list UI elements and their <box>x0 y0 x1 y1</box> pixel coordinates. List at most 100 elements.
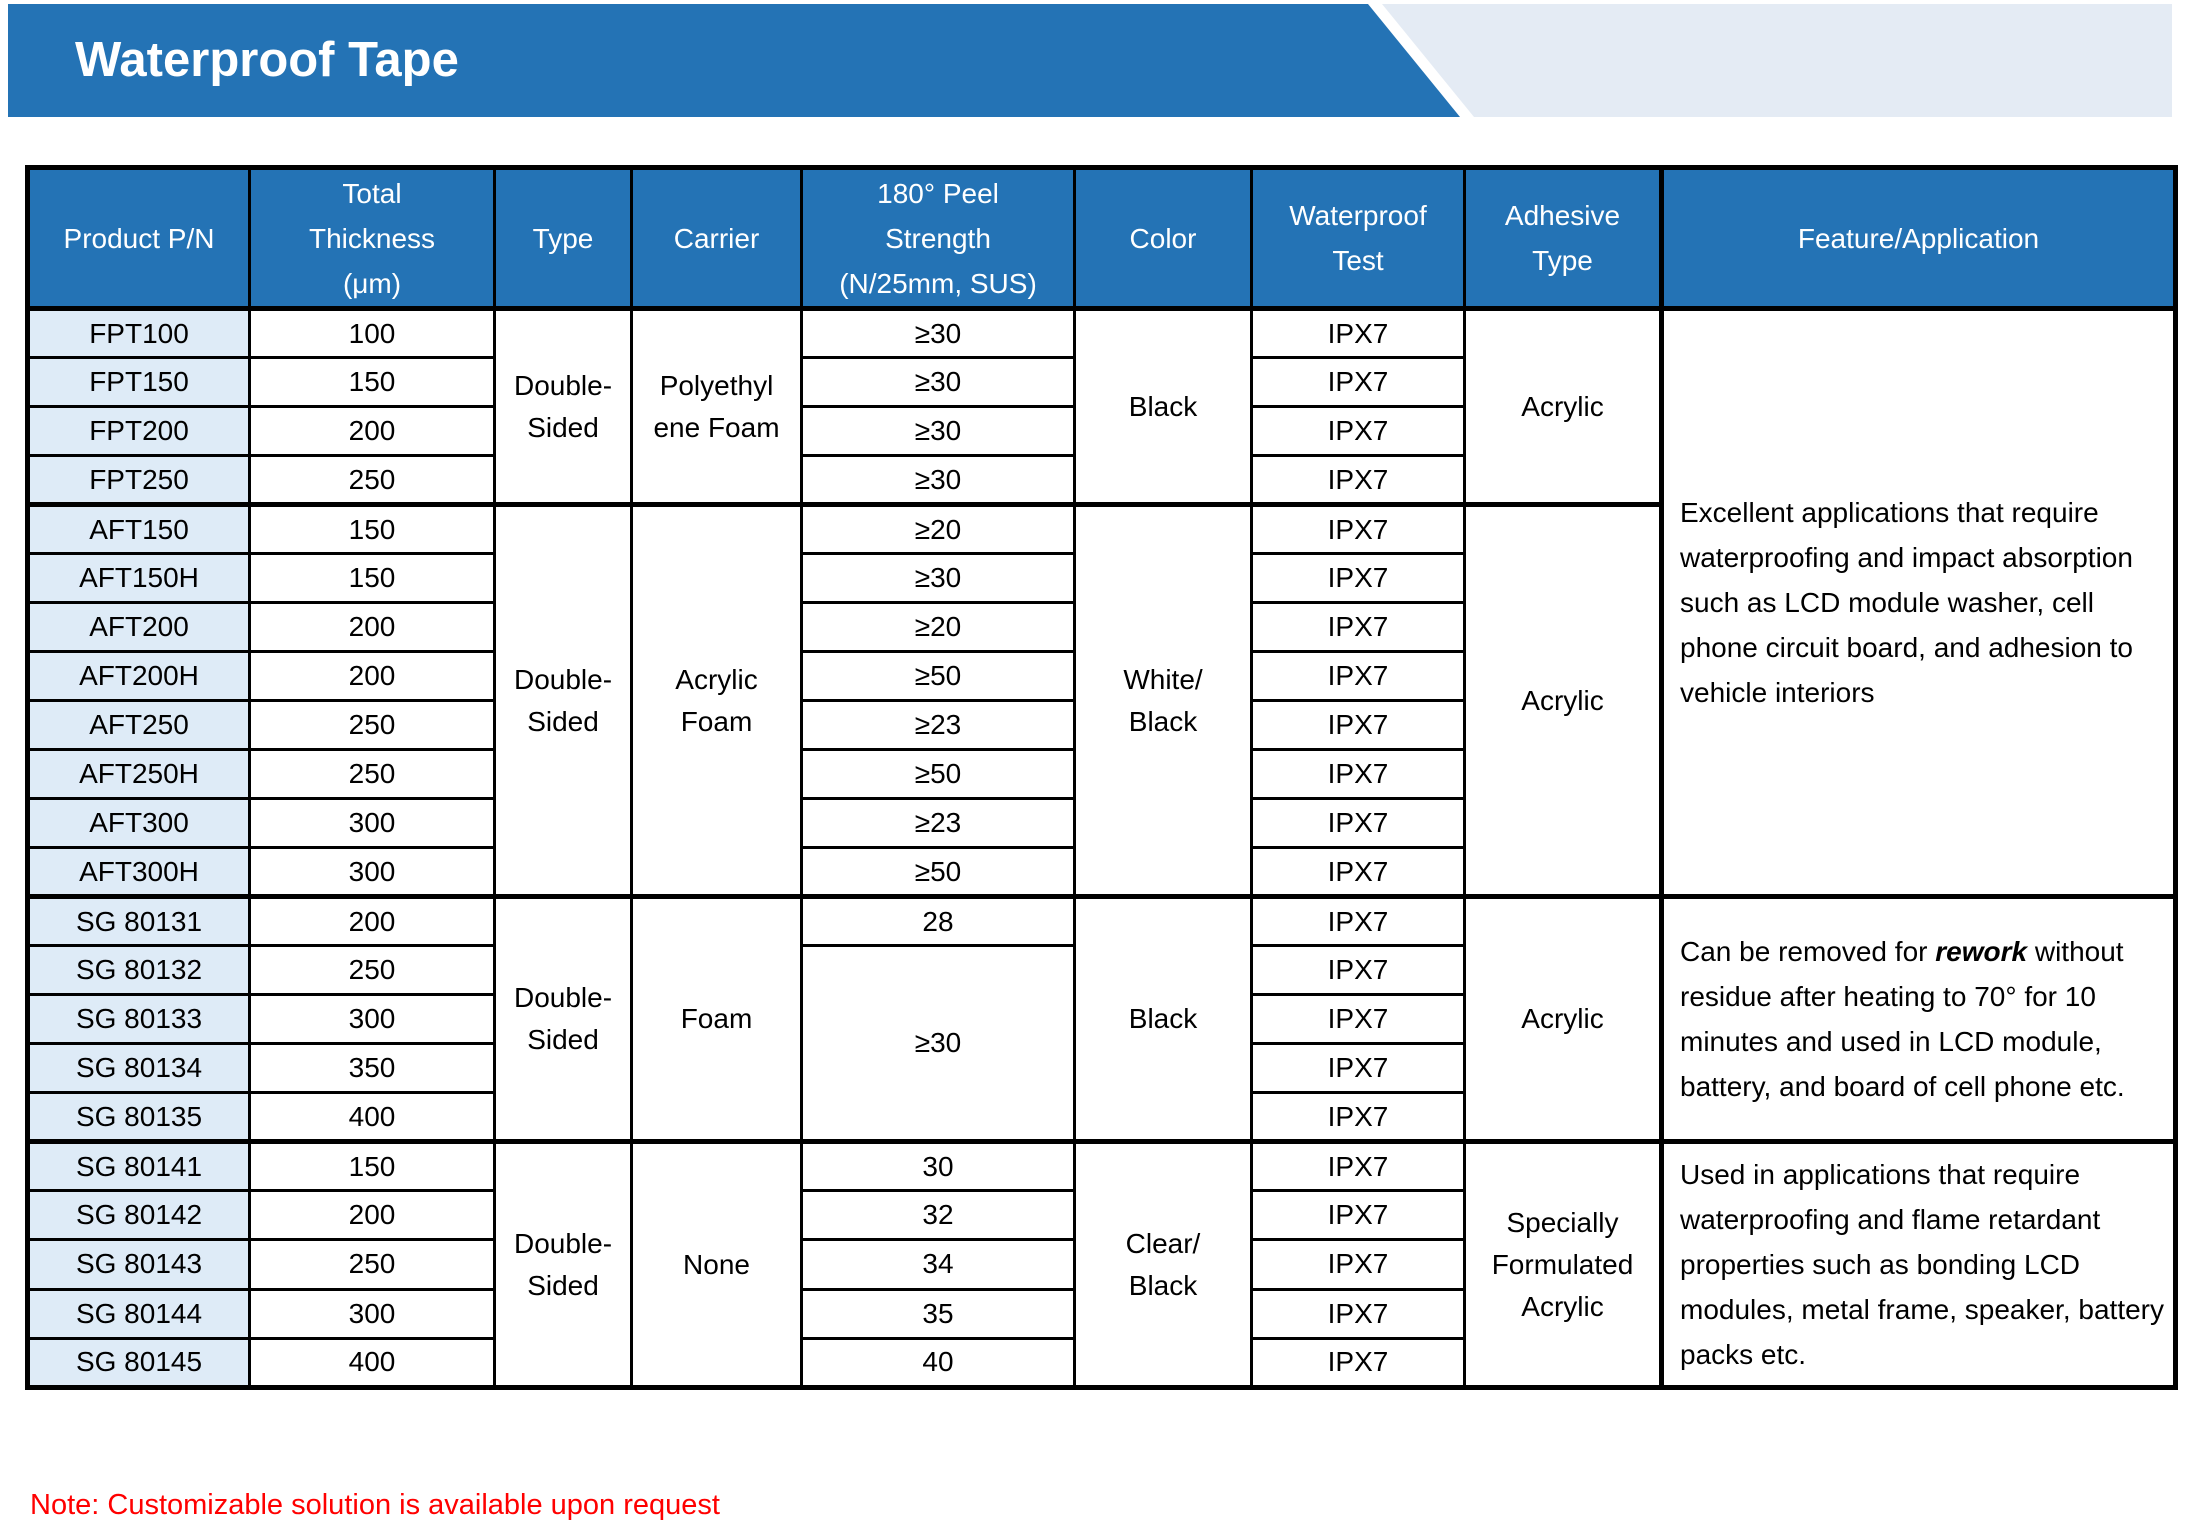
cell-thickness: 150 <box>248 1138 496 1193</box>
cell-thickness: 150 <box>248 356 496 408</box>
cell-feature: Can be removed for rework without residu… <box>1659 894 2177 1143</box>
table-row: FPT100 100 Double- Sided Polyethyl ene F… <box>26 307 2177 898</box>
cell-product-pn: AFT200H <box>26 650 251 702</box>
cell-product-pn: AFT200 <box>26 601 251 653</box>
cell-carrier: Acrylic Foam <box>630 502 803 898</box>
cell-thickness: 400 <box>248 1336 496 1390</box>
cell-thickness: 300 <box>248 797 496 849</box>
cell-color: Clear/ Black <box>1073 1139 1253 1389</box>
cell-product-pn: FPT250 <box>26 454 251 506</box>
cell-test: IPX7 <box>1250 307 1466 359</box>
table-row: AFT300H 300 ≥50 IPX7 <box>26 846 2176 898</box>
cell-type: Double- Sided <box>493 894 633 1143</box>
banner-light-shape <box>1382 4 2172 117</box>
cell-product-pn: AFT300 <box>26 797 251 849</box>
cell-test: IPX7 <box>1250 894 1466 947</box>
cell-test: IPX7 <box>1250 601 1466 653</box>
cell-peel: ≥20 <box>800 601 1076 653</box>
cell-test: IPX7 <box>1250 650 1466 702</box>
cell-product-pn: SG 80134 <box>26 1042 251 1094</box>
cell-thickness: 300 <box>248 993 496 1045</box>
cell-test: IPX7 <box>1250 846 1466 898</box>
cell-peel: 28 <box>800 894 1076 947</box>
header-adhesive-type: Adhesive Type <box>1463 166 1663 311</box>
cell-thickness: 250 <box>248 748 496 800</box>
cell-peel: 32 <box>800 1189 1076 1242</box>
cell-thickness: 250 <box>248 454 496 506</box>
table-row: AFT150 150 Double- Sided Acrylic Foam ≥2… <box>26 502 2176 898</box>
cell-peel: ≥20 <box>800 502 1076 555</box>
header-peel-strength: 180° Peel Strength (N/25mm, SUS) <box>800 166 1076 311</box>
feature-text-prefix: Can be removed for <box>1680 936 1936 967</box>
cell-test: IPX7 <box>1250 552 1466 604</box>
cell-adhesive: Acrylic <box>1463 307 1663 506</box>
cell-carrier: Polyethyl ene Foam <box>630 307 803 506</box>
table-row: SG 80142 200 32 IPX7 <box>26 1189 2176 1242</box>
table-row: AFT250H 250 ≥50 IPX7 <box>26 748 2176 800</box>
feature-text-suffix: without residue after heating to 70° for… <box>1680 936 2125 1102</box>
cell-test: IPX7 <box>1250 1287 1466 1340</box>
cell-thickness: 250 <box>248 944 496 996</box>
cell-peel: ≥30 <box>800 405 1076 457</box>
table-row: AFT150H 150 ≥30 IPX7 <box>26 552 2176 604</box>
cell-peel: ≥50 <box>800 748 1076 800</box>
table-row: SG 80135 400 IPX7 <box>26 1091 2176 1143</box>
cell-type: Double- Sided <box>493 1139 633 1389</box>
cell-test: IPX7 <box>1250 1238 1466 1291</box>
cell-product-pn: SG 80142 <box>26 1189 251 1242</box>
table-row: SG 80131 200 Double- Sided Foam 28 Black… <box>26 894 2177 1143</box>
cell-thickness: 150 <box>248 502 496 555</box>
cell-color: Black <box>1073 307 1253 506</box>
header-carrier: Carrier <box>630 166 803 311</box>
cell-product-pn: AFT250H <box>26 748 251 800</box>
cell-color: Black <box>1073 894 1253 1143</box>
table-row: SG 80145 400 40 IPX7 <box>26 1336 2176 1390</box>
cell-thickness: 400 <box>248 1091 496 1143</box>
cell-product-pn: AFT150 <box>26 502 251 555</box>
cell-test: IPX7 <box>1250 1091 1466 1143</box>
table-row: AFT300 300 ≥23 IPX7 <box>26 797 2176 849</box>
cell-product-pn: SG 80132 <box>26 944 251 996</box>
table-row: SG 80134 350 IPX7 <box>26 1042 2176 1094</box>
cell-product-pn: SG 80145 <box>26 1336 251 1390</box>
cell-thickness: 200 <box>248 894 496 947</box>
cell-thickness: 300 <box>248 846 496 898</box>
cell-test: IPX7 <box>1250 1189 1466 1242</box>
cell-product-pn: AFT250 <box>26 699 251 751</box>
cell-carrier: Foam <box>630 894 803 1143</box>
cell-thickness: 300 <box>248 1287 496 1340</box>
table-row: SG 80143 250 34 IPX7 <box>26 1238 2176 1291</box>
cell-test: IPX7 <box>1250 405 1466 457</box>
table-row: FPT250 250 ≥30 IPX7 <box>26 454 2176 506</box>
cell-thickness: 200 <box>248 601 496 653</box>
cell-product-pn: AFT150H <box>26 552 251 604</box>
header-row: Product P/N Total Thickness (μm) Type Ca… <box>26 166 2177 311</box>
cell-type: Double- Sided <box>493 307 633 506</box>
header-type: Type <box>493 166 633 311</box>
table-row: FPT200 200 ≥30 IPX7 <box>26 405 2176 457</box>
cell-test: IPX7 <box>1250 1336 1466 1390</box>
cell-test: IPX7 <box>1250 748 1466 800</box>
cell-peel: ≥23 <box>800 797 1076 849</box>
cell-test: IPX7 <box>1250 944 1466 996</box>
cell-feature: Excellent applications that require wate… <box>1659 307 2177 898</box>
table-row: SG 80133 300 IPX7 <box>26 993 2176 1045</box>
cell-product-pn: AFT300H <box>26 846 251 898</box>
cell-test: IPX7 <box>1250 1138 1466 1193</box>
cell-peel: ≥50 <box>800 650 1076 702</box>
banner-blue-shape <box>8 4 1460 117</box>
cell-peel: 40 <box>800 1336 1076 1390</box>
table-row: SG 80144 300 35 IPX7 <box>26 1287 2176 1340</box>
table-row: FPT150 150 ≥30 IPX7 <box>26 356 2176 408</box>
cell-test: IPX7 <box>1250 502 1466 555</box>
cell-adhesive: Specially Formulated Acrylic <box>1463 1139 1663 1389</box>
spec-table: Product P/N Total Thickness (μm) Type Ca… <box>25 165 2178 1390</box>
cell-thickness: 250 <box>248 1238 496 1291</box>
cell-product-pn: SG 80141 <box>26 1138 251 1193</box>
table-row: AFT200H 200 ≥50 IPX7 <box>26 650 2176 702</box>
cell-test: IPX7 <box>1250 797 1466 849</box>
footnote: Note: Customizable solution is available… <box>30 1489 720 1521</box>
cell-product-pn: SG 80144 <box>26 1287 251 1340</box>
cell-thickness: 200 <box>248 1189 496 1242</box>
cell-product-pn: FPT100 <box>26 307 251 359</box>
